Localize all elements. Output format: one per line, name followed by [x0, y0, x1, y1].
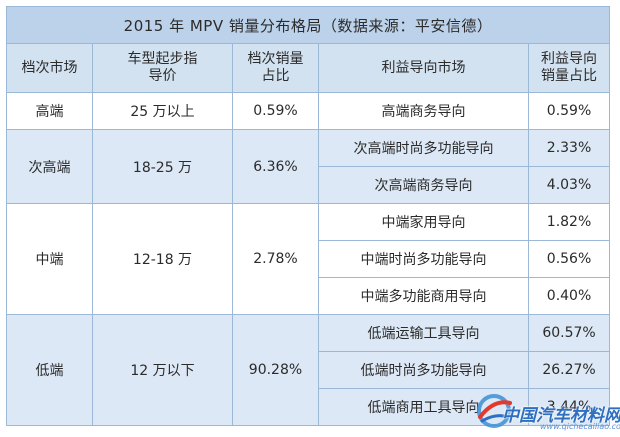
orientation-cell: 中端家用导向 — [318, 203, 529, 241]
table-row: 次高端 18-25 万 6.36% 次高端时尚多功能导向 2.33% — [6, 129, 611, 204]
table-title: 2015 年 MPV 销量分布格局（数据来源：平安信德） — [5, 6, 611, 44]
orientation-cell: 次高端时尚多功能导向 — [318, 129, 529, 167]
header-row: 档次市场 车型起步指 导价 档次销量 占比 利益导向市场 利益导向 销量占比 — [6, 43, 611, 93]
orientation-cell: 中端多功能商用导向 — [318, 277, 529, 315]
price-cell: 18-25 万 — [92, 129, 233, 204]
table-row: 高端 25 万以上 0.59% 高端商务导向 0.59% — [6, 92, 611, 130]
site-watermark: 中国汽车材料网 www.qichecailiao.com — [468, 389, 620, 437]
orientation-share-cell: 60.57% — [527, 314, 611, 352]
table-row: 中端多功能商用导向 0.40% — [7, 277, 611, 315]
orientation-share-cell: 3.44% — [527, 388, 611, 426]
table-row: 低端 12 万以下 90.28% 低端运输工具导向 60.57% — [6, 314, 611, 426]
table-row: 中端 12-18 万 2.78% 中端家用导向 1.82% — [6, 203, 611, 315]
segment-share-cell: 0.59% — [232, 92, 319, 130]
orientation-cell: 次高端商务导向 — [318, 166, 529, 204]
orientation-share-cell: 26.27% — [527, 351, 611, 389]
orientation-share-cell: 0.59% — [527, 92, 611, 130]
orientation-cell: 中端时尚多功能导向 — [318, 240, 529, 278]
table-title-row: 2015 年 MPV 销量分布格局（数据来源：平安信德） — [5, 6, 611, 44]
header-price: 车型起步指 导价 — [92, 43, 233, 93]
segment-cell: 低端 — [6, 314, 93, 426]
orientation-cell: 低端运输工具导向 — [318, 314, 529, 352]
orientation-cell: 高端商务导向 — [318, 92, 529, 130]
header-segment: 档次市场 — [6, 43, 93, 93]
segment-share-cell: 2.78% — [232, 203, 319, 315]
watermark-brand: 中国汽车材料网 — [502, 406, 620, 426]
mpv-sales-table: 2015 年 MPV 销量分布格局（数据来源：平安信德） 档次市场 车型起步指导… — [5, 6, 611, 426]
orientation-share-cell: 4.03% — [527, 166, 611, 204]
segment-cell: 高端 — [6, 92, 93, 130]
segment-cell: 次高端 — [6, 129, 93, 204]
header-orientation: 利益导向市场 — [318, 43, 529, 93]
orientation-share-cell: 2.33% — [527, 129, 611, 167]
watermark-url: www.qichecailiao.com — [540, 422, 620, 431]
table-row: 次高端商务导向 4.03% — [7, 166, 611, 204]
orientation-share-cell: 1.82% — [527, 203, 611, 241]
table-row: 低端时尚多功能导向 26.27% — [7, 351, 611, 389]
orientation-share-cell: 0.40% — [527, 277, 611, 315]
orientation-share-cell: 0.56% — [527, 240, 611, 278]
segment-share-cell: 90.28% — [232, 314, 319, 426]
segment-cell: 中端 — [6, 203, 93, 315]
segment-share-cell: 6.36% — [232, 129, 319, 204]
price-cell: 12 万以下 — [92, 314, 233, 426]
price-cell: 12-18 万 — [92, 203, 233, 315]
price-cell: 25 万以上 — [92, 92, 233, 130]
swoosh-logo-icon — [477, 394, 512, 428]
data-table-frame: 2015 年 MPV 销量分布格局（数据来源：平安信德） 档次市场 车型起步指导… — [5, 6, 611, 431]
header-orientation-share: 利益导向 销量占比 — [527, 43, 611, 93]
header-segment-share: 档次销量 占比 — [232, 43, 319, 93]
orientation-cell: 低端时尚多功能导向 — [318, 351, 529, 389]
